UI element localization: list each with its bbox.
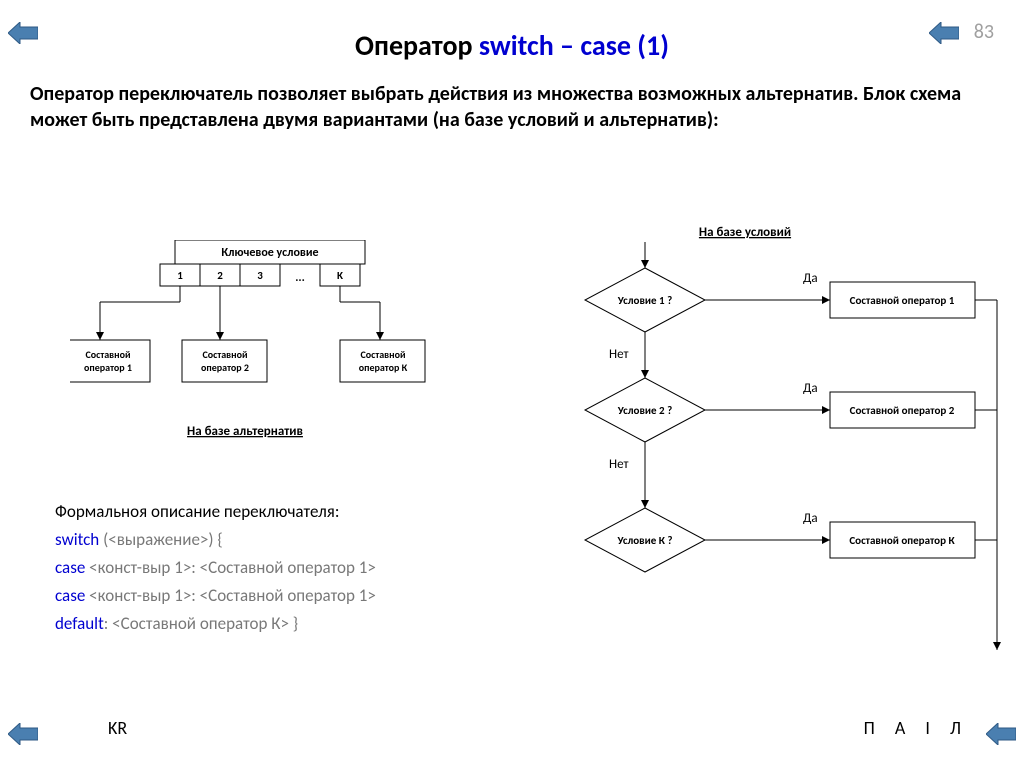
title-part2: switch – case (1) <box>479 28 669 63</box>
code-line-case2: case <конст-выр 1>: <Составной оператор … <box>55 582 376 610</box>
nav-arrow-bottom-right[interactable] <box>986 723 1016 745</box>
svg-text:На базе альтернатив: На базе альтернатив <box>187 424 303 439</box>
svg-text:Составной оператор 2: Составной оператор 2 <box>850 404 955 417</box>
nav-arrow-top-right[interactable] <box>929 22 959 44</box>
code-line-default: default: <Составной оператор К> } <box>55 610 376 638</box>
svg-text:Составной: Составной <box>360 348 405 361</box>
footer-kr: KR <box>108 717 127 739</box>
svg-text:Да: Да <box>803 381 818 396</box>
svg-text:...: ... <box>295 271 305 285</box>
svg-text:Составной: Составной <box>85 348 130 361</box>
svg-text:Составной оператор 1: Составной оператор 1 <box>850 294 955 307</box>
svg-text:На базе условий: На базе условий <box>699 225 791 240</box>
page-number: 83 <box>974 20 994 44</box>
description: Оператор переключатель позволяет выбрать… <box>0 63 1024 133</box>
svg-text:Составной: Составной <box>202 348 247 361</box>
svg-text:Условие 2 ?: Условие 2 ? <box>617 404 672 417</box>
svg-text:2: 2 <box>217 269 223 282</box>
svg-text:Ключевое условие: Ключевое условие <box>221 246 318 260</box>
svg-text:3: 3 <box>257 269 263 282</box>
svg-text:Нет: Нет <box>609 347 629 362</box>
title-part1: Оператор <box>355 28 479 63</box>
svg-text:оператор К: оператор К <box>359 361 408 374</box>
svg-text:Составной оператор К: Составной оператор К <box>849 534 955 547</box>
code-block: Формальноя описание переключателя: switc… <box>55 498 376 638</box>
svg-text:оператор 2: оператор 2 <box>201 361 249 374</box>
svg-text:оператор 1: оператор 1 <box>84 361 132 374</box>
svg-text:Нет: Нет <box>609 457 629 472</box>
nav-arrow-bottom-left[interactable] <box>8 723 38 745</box>
svg-text:K: K <box>337 269 343 282</box>
footer-right: П А І Л <box>864 717 969 739</box>
right-diagram: На базе условий Условие 1 ? Да Составной… <box>565 220 1010 640</box>
svg-text:Да: Да <box>803 271 818 286</box>
code-line-case1: case <конст-выр 1>: <Составной оператор … <box>55 554 376 582</box>
left-diagram: Ключевое условие 1 2 3 ... K Составной о… <box>70 240 470 460</box>
page-title: Оператор switch – case (1) <box>0 0 1024 63</box>
code-line-switch: switch (<выражение>) { <box>55 526 376 554</box>
nav-arrow-top-left[interactable] <box>8 22 38 44</box>
svg-text:Да: Да <box>803 511 818 526</box>
svg-text:Условие 1 ?: Условие 1 ? <box>617 294 672 307</box>
svg-text:1: 1 <box>177 269 183 282</box>
svg-text:Условие К ?: Условие К ? <box>616 534 672 547</box>
code-heading: Формальноя описание переключателя: <box>55 498 376 526</box>
